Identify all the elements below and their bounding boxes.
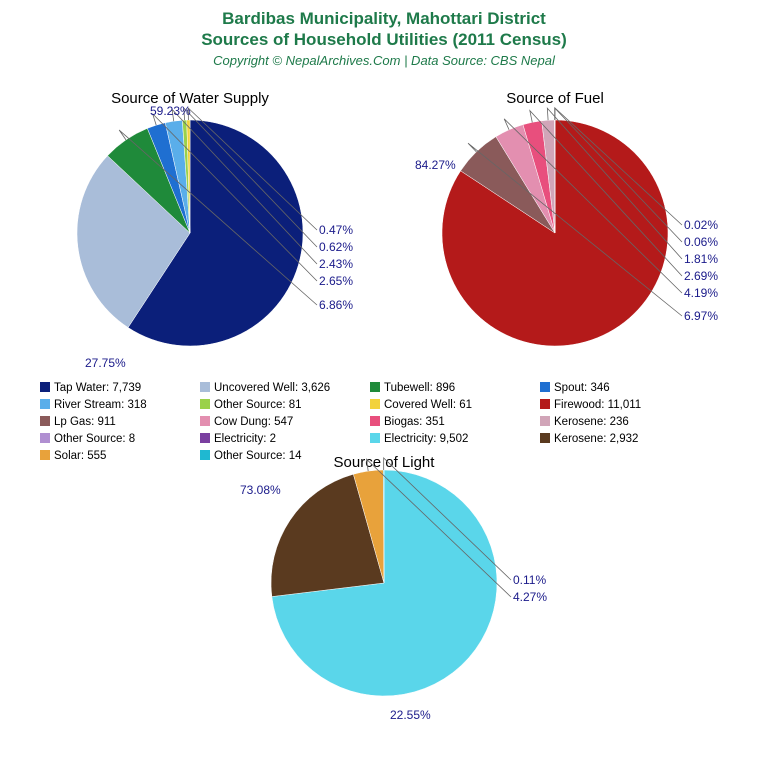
legend-text: Kerosene: 2,932 [554,433,638,445]
legend-text: Covered Well: 61 [384,399,472,411]
legend-text: Other Source: 8 [54,433,135,445]
pct-label: 0.47% [319,223,353,237]
pct-label: 2.69% [684,269,718,283]
legend-text: Uncovered Well: 3,626 [214,382,330,394]
legend-swatch [40,450,50,460]
legend-item: Spout: 346 [540,380,610,397]
legend-text: Tap Water: 7,739 [54,382,141,394]
legend-text: Electricity: 2 [214,433,276,445]
pct-label: 27.75% [85,356,126,370]
legend-text: Biogas: 351 [384,416,445,428]
legend-swatch [200,382,210,392]
legend-text: Tubewell: 896 [384,382,455,394]
pct-label: 0.62% [319,240,353,254]
pct-label: 2.65% [319,274,353,288]
legend-swatch [40,399,50,409]
legend-text: Other Source: 81 [214,399,302,411]
pct-label: 4.19% [684,286,718,300]
legend-item: Firewood: 11,011 [540,397,641,414]
pct-label: 0.11% [513,573,546,587]
legend-swatch [370,382,380,392]
pct-label: 84.27% [415,158,456,172]
legend-item: Covered Well: 61 [370,397,472,414]
legend-text: Spout: 346 [554,382,610,394]
legend-swatch [540,399,550,409]
legend-swatch [370,416,380,426]
pct-label: 0.06% [684,235,718,249]
legend-swatch [200,399,210,409]
legend-item: Lp Gas: 911 [40,414,116,431]
legend-item: Kerosene: 2,932 [540,431,638,448]
pct-label: 6.86% [319,298,353,312]
legend-item: Cow Dung: 547 [200,414,293,431]
legend-swatch [370,433,380,443]
legend-item: Electricity: 9,502 [370,431,468,448]
legend-swatch [540,382,550,392]
pct-label: 6.97% [684,309,718,323]
legend-text: Electricity: 9,502 [384,433,468,445]
legend-item: Other Source: 14 [200,448,302,465]
legend-text: Solar: 555 [54,450,106,462]
legend-swatch [200,433,210,443]
legend-item: Biogas: 351 [370,414,445,431]
legend-swatch [540,416,550,426]
pct-label: 1.81% [684,252,718,266]
legend-swatch [200,416,210,426]
legend-swatch [200,450,210,460]
legend-item: Electricity: 2 [200,431,276,448]
legend-swatch [540,433,550,443]
pct-label: 59.23% [150,104,191,118]
legend-item: Solar: 555 [40,448,106,465]
legend-swatch [40,433,50,443]
legend-item: Other Source: 81 [200,397,302,414]
legend-swatch [40,416,50,426]
legend-item: River Stream: 318 [40,397,147,414]
legend-item: Tap Water: 7,739 [40,380,141,397]
legend-item: Kerosene: 236 [540,414,629,431]
legend-text: Kerosene: 236 [554,416,629,428]
legend-text: Cow Dung: 547 [214,416,293,428]
pct-label: 4.27% [513,590,547,604]
pct-label: 0.02% [684,218,718,232]
legend-text: Firewood: 11,011 [554,399,641,411]
legend-text: Lp Gas: 911 [54,416,116,428]
pct-label: 2.43% [319,257,353,271]
legend-text: River Stream: 318 [54,399,147,411]
pct-label: 73.08% [240,483,281,497]
legend-item: Uncovered Well: 3,626 [200,380,330,397]
legend-item: Other Source: 8 [40,431,135,448]
legend-item: Tubewell: 896 [370,380,455,397]
legend-text: Other Source: 14 [214,450,302,462]
legend-swatch [40,382,50,392]
legend-swatch [370,399,380,409]
pct-label: 22.55% [390,708,431,722]
